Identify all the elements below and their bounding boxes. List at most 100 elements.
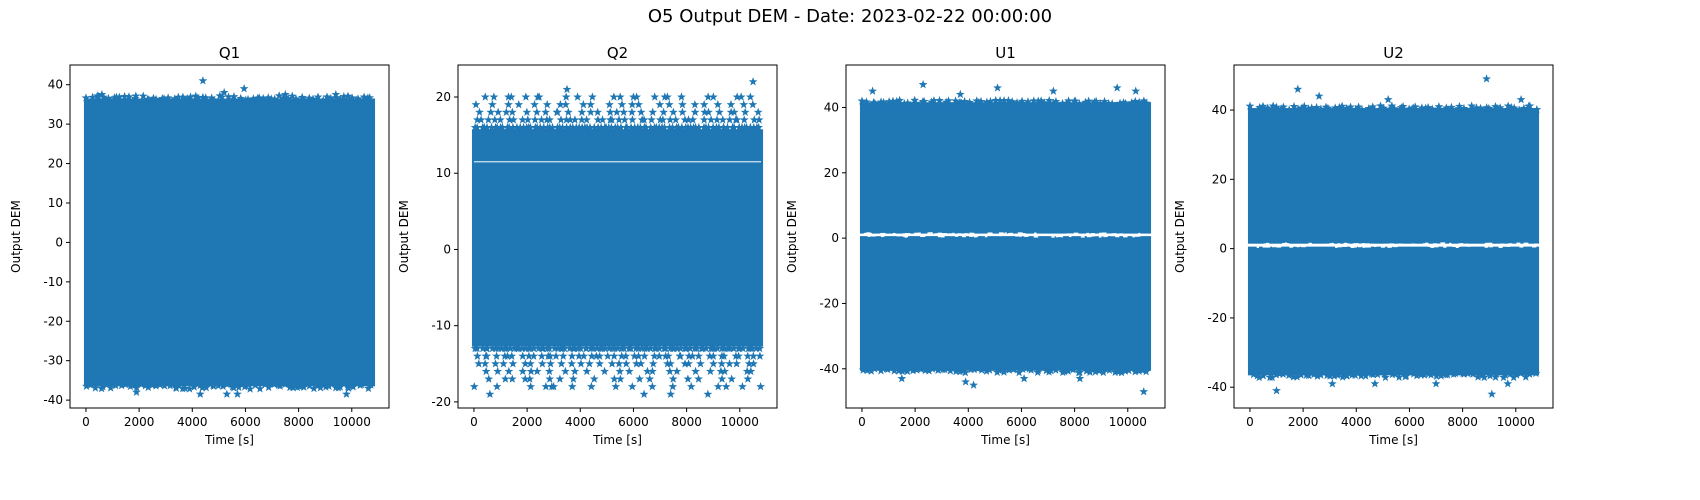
outlier-point bbox=[331, 89, 341, 99]
outlier-point bbox=[233, 389, 242, 398]
level-point bbox=[678, 107, 687, 116]
level-point bbox=[473, 351, 482, 360]
edge-point bbox=[1023, 97, 1033, 106]
level-point bbox=[732, 115, 742, 124]
gap-speckle bbox=[984, 234, 989, 236]
edge-point bbox=[1525, 101, 1535, 110]
edge-point bbox=[215, 91, 225, 100]
level-point bbox=[645, 374, 655, 383]
level-point bbox=[717, 359, 727, 368]
outlier-point bbox=[993, 83, 1002, 92]
level-point bbox=[469, 382, 479, 391]
edge-point bbox=[929, 96, 939, 105]
gap-speckle bbox=[1123, 235, 1128, 238]
level-point bbox=[634, 343, 643, 353]
gap-speckle bbox=[1308, 242, 1312, 245]
level-point bbox=[548, 122, 557, 132]
edge-point bbox=[920, 365, 930, 375]
gap-speckle bbox=[1067, 233, 1073, 235]
level-point bbox=[596, 122, 606, 132]
edge-point bbox=[1268, 101, 1278, 110]
edge-point bbox=[94, 91, 103, 101]
edge-point bbox=[195, 380, 205, 390]
edge-point bbox=[994, 366, 1004, 375]
level-point bbox=[534, 343, 543, 353]
level-point bbox=[545, 374, 555, 383]
gap-speckle bbox=[969, 235, 974, 237]
level-point bbox=[501, 374, 510, 383]
level-point bbox=[676, 343, 685, 353]
edge-point bbox=[974, 97, 984, 107]
level-point bbox=[668, 107, 678, 116]
edge-point bbox=[1060, 366, 1069, 376]
edge-point bbox=[1417, 103, 1427, 112]
edge-point bbox=[999, 96, 1009, 105]
edge-point bbox=[1519, 103, 1529, 113]
level-point bbox=[713, 382, 723, 391]
edge-point bbox=[1325, 371, 1335, 380]
gap-speckle bbox=[957, 233, 962, 235]
edge-point bbox=[1100, 96, 1109, 106]
gap-speckle bbox=[985, 235, 988, 238]
level-point bbox=[641, 122, 651, 132]
level-point bbox=[504, 366, 514, 376]
outlier-point bbox=[533, 92, 543, 101]
edge-point bbox=[275, 381, 285, 390]
edge-point bbox=[1139, 96, 1149, 105]
level-point bbox=[523, 115, 533, 124]
edge-point bbox=[291, 94, 301, 103]
edge-point bbox=[348, 382, 358, 391]
level-point bbox=[665, 115, 675, 124]
level-point bbox=[755, 343, 765, 353]
x-tick-label: 2000 bbox=[124, 415, 155, 429]
level-point bbox=[582, 343, 591, 353]
edge-point bbox=[1423, 102, 1433, 112]
level-point bbox=[586, 107, 596, 116]
y-tick-label: 10 bbox=[436, 166, 451, 180]
edge-point bbox=[224, 92, 233, 101]
level-point bbox=[694, 374, 703, 383]
gap-speckle bbox=[1531, 245, 1537, 248]
edge-point bbox=[908, 366, 918, 375]
edge-point bbox=[1353, 368, 1362, 378]
gap-speckle bbox=[1296, 245, 1300, 248]
gap-speckle bbox=[1101, 232, 1107, 235]
edge-point bbox=[1117, 368, 1126, 377]
edge-point bbox=[991, 95, 1001, 105]
edge-point bbox=[1051, 365, 1061, 374]
gap-speckle bbox=[1325, 243, 1329, 246]
level-point bbox=[502, 343, 511, 353]
edge-point bbox=[193, 93, 203, 102]
edge-point bbox=[229, 383, 239, 392]
level-point bbox=[729, 107, 739, 116]
edge-point bbox=[1049, 98, 1058, 107]
edge-point bbox=[1426, 370, 1436, 379]
y-tick-label: 30 bbox=[48, 117, 63, 131]
level-point bbox=[654, 343, 664, 353]
outlier-point bbox=[748, 77, 758, 86]
y-axis-label: Output DEM bbox=[1173, 200, 1187, 273]
gap-speckle bbox=[975, 235, 978, 238]
gap-speckle bbox=[1015, 235, 1019, 237]
edge-point bbox=[136, 379, 146, 389]
level-point bbox=[616, 122, 626, 132]
gap-speckle bbox=[904, 236, 908, 238]
edge-point bbox=[309, 383, 319, 393]
edge-point bbox=[1289, 101, 1299, 111]
data-band-1 bbox=[859, 102, 1152, 234]
x-tick-label: 2000 bbox=[900, 415, 931, 429]
level-point bbox=[476, 115, 486, 124]
edge-point bbox=[88, 92, 97, 102]
edge-point bbox=[1068, 365, 1078, 374]
gap-speckle bbox=[1384, 243, 1388, 246]
outlier-point bbox=[1482, 74, 1491, 83]
outlier-point bbox=[549, 382, 559, 391]
level-point bbox=[591, 351, 601, 360]
edge-point bbox=[1044, 95, 1054, 105]
edge-point bbox=[269, 379, 279, 389]
edge-point bbox=[185, 384, 194, 393]
level-point bbox=[530, 100, 539, 109]
level-point bbox=[694, 122, 704, 132]
y-tick-label: -40 bbox=[43, 393, 63, 407]
edge-point bbox=[299, 382, 309, 391]
